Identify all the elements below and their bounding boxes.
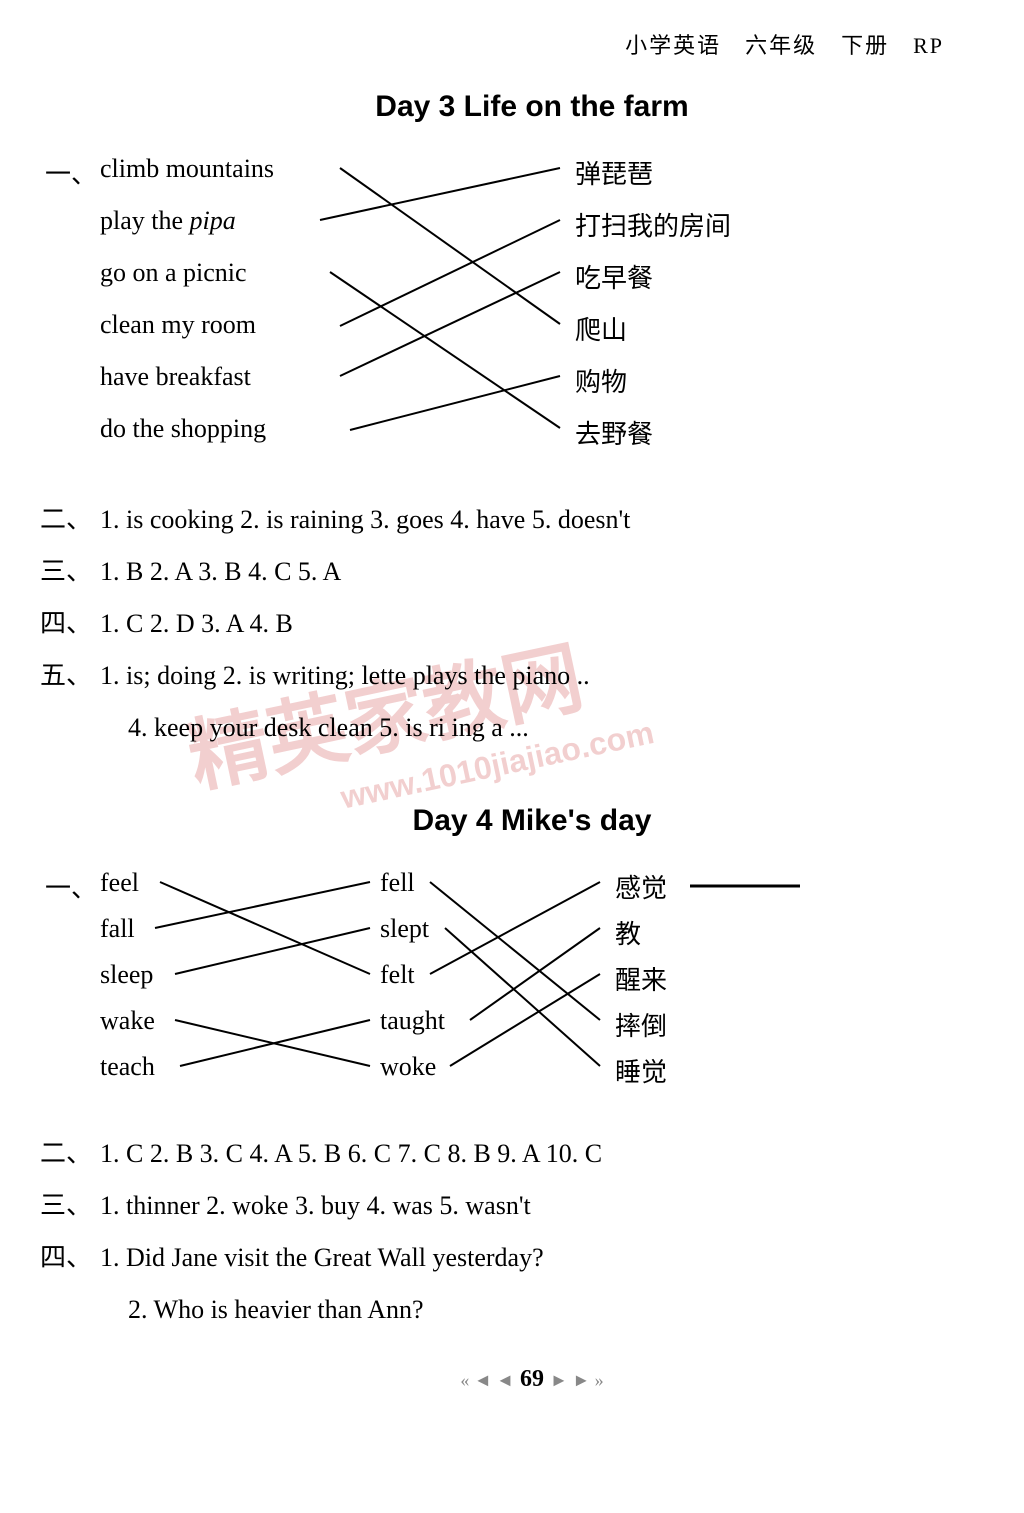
- page-header: 小学英语 六年级 下册 RP: [625, 28, 944, 60]
- day4-match-section: 一、 feelfallsleepwaketeachfellsleptfeltta…: [100, 868, 964, 1098]
- day3-q5-text2: 4. keep your desk clean 5. is ri ing a .…: [128, 713, 529, 742]
- day3-q3-text: 1. B 2. A 3. B 4. C 5. A: [100, 557, 341, 586]
- day3-match-right-item: 爬山: [575, 310, 627, 347]
- d4-section-label-4: 四、: [40, 1232, 92, 1284]
- section-label-5: 五、: [40, 650, 92, 702]
- day3-q3: 三、 1. B 2. A 3. B 4. C 5. A: [100, 546, 964, 598]
- page-arrow-left: « ◄ ◄: [460, 1370, 514, 1390]
- day3-match-right-item: 打扫我的房间: [575, 206, 731, 243]
- section-label-2: 二、: [40, 494, 92, 546]
- day3-q5-line1: 五、 1. is; doing 2. is writing; lette pla…: [100, 650, 964, 702]
- day4-match-col1-item: fall: [100, 914, 135, 944]
- day3-match-left-item: clean my room: [100, 310, 256, 340]
- section-label-4: 四、: [40, 598, 92, 650]
- day4-q3: 三、 1. thinner 2. woke 3. buy 4. was 5. w…: [100, 1180, 964, 1232]
- day4-match-col1-item: teach: [100, 1052, 155, 1082]
- day4-match-col3-item: 教: [615, 914, 641, 951]
- day3-q2-text: 1. is cooking 2. is raining 3. goes 4. h…: [100, 505, 630, 534]
- day3-q5-line2: 4. keep your desk clean 5. is ri ing a .…: [128, 702, 964, 754]
- d4-section-label-2: 二、: [40, 1128, 92, 1180]
- day4-title: Day 4 Mike's day: [100, 804, 964, 838]
- day3-match-right-item: 弹琵琶: [575, 154, 653, 191]
- day3-match-left-item: play the pipa: [100, 206, 236, 236]
- page-arrow-right: ► ► »: [550, 1370, 604, 1390]
- section-label-1: 一、: [45, 154, 97, 191]
- day4-match-col3-item: 睡觉: [615, 1052, 667, 1089]
- day4-q4-text2: 2. Who is heavier than Ann?: [128, 1295, 424, 1324]
- day4-q4-text1: 1. Did Jane visit the Great Wall yesterd…: [100, 1243, 544, 1272]
- day4-match-col2-item: taught: [380, 1006, 445, 1036]
- day3-q4: 四、 1. C 2. D 3. A 4. B: [100, 598, 964, 650]
- page-number: 69: [520, 1366, 544, 1392]
- day4-match-col2-item: felt: [380, 960, 415, 990]
- day4-q3-text: 1. thinner 2. woke 3. buy 4. was 5. wasn…: [100, 1191, 531, 1220]
- day4-match-col2-item: woke: [380, 1052, 436, 1082]
- day3-match-right-item: 去野餐: [575, 414, 653, 451]
- day4-match-col3-item: 摔倒: [615, 1006, 667, 1043]
- day4-q2-text: 1. C 2. B 3. C 4. A 5. B 6. C 7. C 8. B …: [100, 1139, 602, 1168]
- day3-q4-text: 1. C 2. D 3. A 4. B: [100, 609, 293, 638]
- day3-match-left-item: climb mountains: [100, 154, 274, 184]
- day3-match-left-item: have breakfast: [100, 362, 251, 392]
- day4-q4-line1: 四、 1. Did Jane visit the Great Wall yest…: [100, 1232, 964, 1284]
- day3-q5-text1: 1. is; doing 2. is writing; lette plays …: [100, 661, 590, 690]
- day3-match-right-item: 购物: [575, 362, 627, 399]
- day4-match-col1-item: sleep: [100, 960, 153, 990]
- page-footer: « ◄ ◄ 69 ► ► »: [100, 1366, 964, 1393]
- day4-q4-line2: 2. Who is heavier than Ann?: [128, 1284, 964, 1336]
- day4-match-col3-item: 感觉: [615, 868, 667, 905]
- day4-match-col2-item: fell: [380, 868, 415, 898]
- day3-match-left-item: go on a picnic: [100, 258, 247, 288]
- day3-match-left-item: do the shopping: [100, 414, 266, 444]
- day3-q2: 二、 1. is cooking 2. is raining 3. goes 4…: [100, 494, 964, 546]
- d4-section-label-1: 一、: [45, 868, 97, 905]
- day4-match-col3-item: 醒来: [615, 960, 667, 997]
- day4-match-col2-item: slept: [380, 914, 429, 944]
- day3-title: Day 3 Life on the farm: [100, 90, 964, 124]
- day3-match-section: 一、 climb mountainsplay the pipago on a p…: [100, 154, 964, 464]
- day3-match-right-item: 吃早餐: [575, 258, 653, 295]
- d4-section-label-3: 三、: [40, 1180, 92, 1232]
- day4-match-col1-item: wake: [100, 1006, 155, 1036]
- day4-match-col1-item: feel: [100, 868, 139, 898]
- section-label-3: 三、: [40, 546, 92, 598]
- day4-q2: 二、 1. C 2. B 3. C 4. A 5. B 6. C 7. C 8.…: [100, 1128, 964, 1180]
